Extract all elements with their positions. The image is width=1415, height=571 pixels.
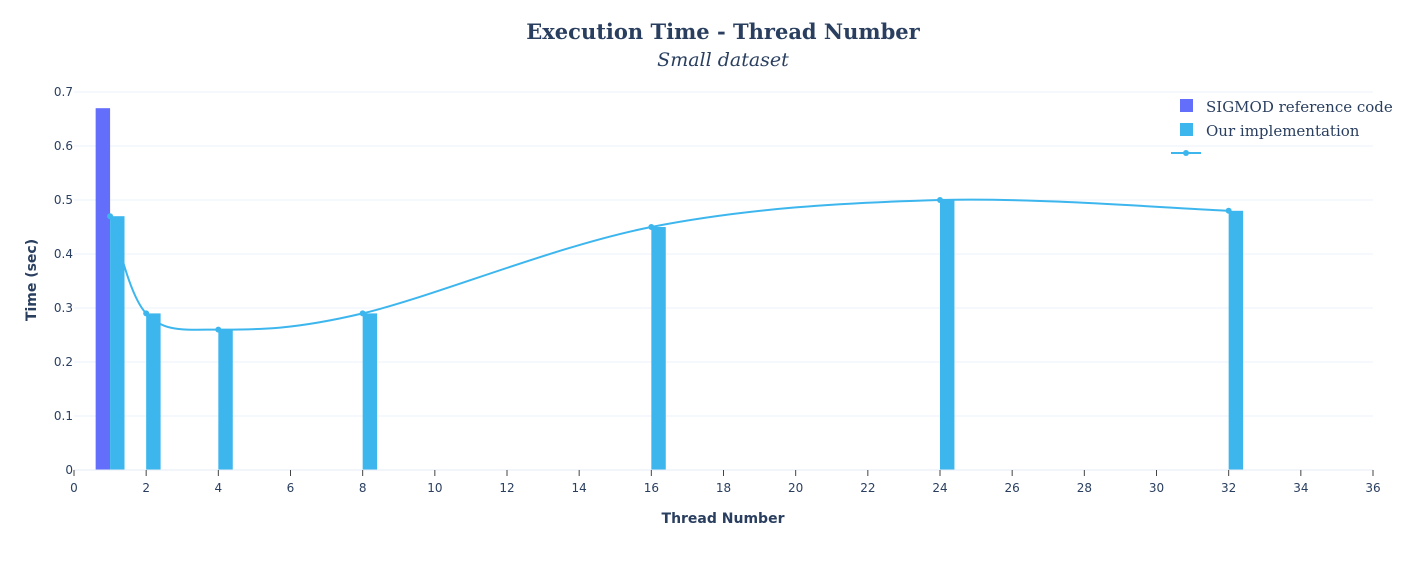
x-tick-label: 20	[788, 481, 803, 495]
x-tick-label: 26	[1005, 481, 1020, 495]
line-marker[interactable]	[107, 213, 114, 220]
bar[interactable]	[110, 216, 125, 470]
y-tick-label: 0.2	[54, 355, 73, 369]
x-tick-label: 36	[1365, 481, 1380, 495]
bar[interactable]	[1228, 210, 1244, 471]
line-marker[interactable]	[215, 326, 222, 333]
y-axis-title: Time (sec)	[24, 239, 40, 321]
line-marker[interactable]	[143, 310, 150, 317]
bar[interactable]	[362, 313, 378, 470]
x-tick-label: 2	[142, 481, 150, 495]
bar[interactable]	[218, 329, 233, 470]
x-axis-ticks: 0 2 4 6 8 10 12 14 16 18 20 22 24 26 28 30 32 34 36	[70, 470, 1381, 495]
legend-swatch-our-implementation	[1180, 123, 1193, 136]
x-axis-title: Thread Number	[662, 511, 785, 527]
bar[interactable]	[651, 227, 666, 470]
legend-swatch-sigmod	[1180, 99, 1193, 112]
y-axis-ticks: 0 0.1 0.2 0.3 0.4 0.5 0.6 0.7	[54, 85, 73, 477]
legend-swatch-marker	[1183, 150, 1189, 156]
x-tick-label: 0	[70, 481, 78, 495]
y-tick-label: 0.6	[54, 139, 73, 153]
legend-item-sigmod[interactable]: SIGMOD reference code	[1180, 98, 1393, 116]
legend-label-our-implementation: Our implementation	[1206, 122, 1360, 140]
x-tick-label: 8	[359, 481, 367, 495]
line-marker[interactable]	[648, 224, 655, 230]
bars	[95, 108, 1244, 471]
x-tick-label: 6	[287, 481, 295, 495]
x-tick-label: 16	[644, 481, 659, 495]
line-marker[interactable]	[1225, 207, 1232, 214]
chart-title: Execution Time - Thread Number	[526, 19, 920, 44]
gridlines	[74, 91, 1373, 417]
y-tick-label: 0.4	[54, 247, 73, 261]
y-tick-label: 0.3	[54, 301, 73, 315]
x-tick-label: 28	[1077, 481, 1092, 495]
x-tick-label: 34	[1293, 481, 1308, 495]
x-tick-label: 30	[1149, 481, 1164, 495]
line-marker[interactable]	[359, 310, 366, 317]
x-tick-label: 12	[499, 481, 514, 495]
line-markers	[107, 197, 1232, 333]
x-tick-label: 24	[932, 481, 947, 495]
y-tick-label: 0.1	[54, 409, 73, 423]
x-tick-label: 14	[572, 481, 587, 495]
trend-line	[109, 198, 1229, 331]
bar[interactable]	[95, 108, 111, 470]
x-tick-label: 10	[427, 481, 442, 495]
bar[interactable]	[940, 200, 955, 470]
y-tick-label: 0.5	[54, 193, 73, 207]
y-tick-label: 0.7	[54, 85, 73, 99]
x-tick-label: 4	[215, 481, 223, 495]
bar[interactable]	[146, 313, 161, 470]
legend-item-our-implementation[interactable]: Our implementation	[1180, 122, 1360, 140]
y-tick-label: 0	[65, 463, 73, 477]
legend[interactable]: SIGMOD reference code Our implementation	[1171, 98, 1393, 156]
x-tick-label: 22	[860, 481, 875, 495]
line-marker[interactable]	[937, 197, 943, 203]
chart-subtitle: Small dataset	[657, 49, 789, 71]
legend-item-trend-line[interactable]	[1171, 150, 1201, 156]
x-tick-label: 18	[716, 481, 731, 495]
legend-label-sigmod: SIGMOD reference code	[1206, 98, 1393, 116]
x-tick-label: 32	[1221, 481, 1236, 495]
